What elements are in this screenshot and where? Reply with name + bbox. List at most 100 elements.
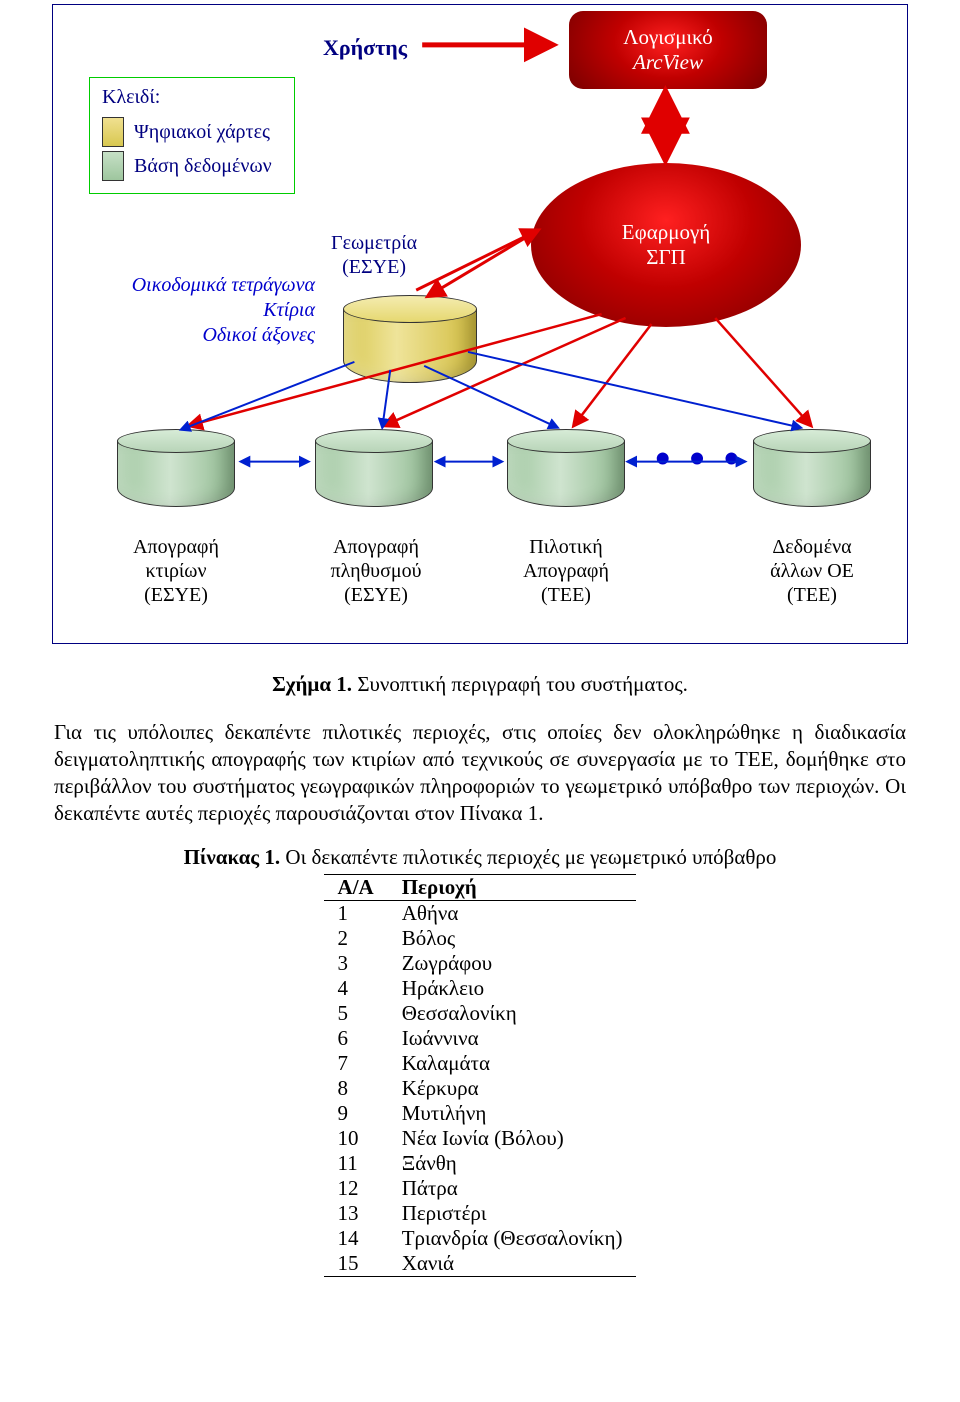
database-cylinder	[507, 429, 625, 495]
geometry-cylinder	[343, 295, 477, 369]
table-row: 2Βόλος	[324, 926, 637, 951]
table-cell: 1	[324, 900, 388, 926]
database-label-line: (ΤΕΕ)	[507, 583, 625, 607]
geometry-label-line2: (ΕΣΥΕ)	[331, 255, 417, 279]
geometry-label-line1: Γεωμετρία	[331, 231, 417, 255]
table-row: 4Ηράκλειο	[324, 976, 637, 1001]
database-label: Δεδομέναάλλων ΟΕ(ΤΕΕ)	[747, 535, 877, 607]
table-row: 6Ιωάννινα	[324, 1026, 637, 1051]
figure-caption-bold: Σχήμα 1.	[272, 672, 352, 696]
geometry-label: Γεωμετρία (ΕΣΥΕ)	[331, 231, 417, 279]
legend-swatch	[102, 117, 124, 147]
table-row: 5Θεσσαλονίκη	[324, 1001, 637, 1026]
legend-label: Βάση δεδομένων	[134, 155, 272, 178]
table-cell: Πάτρα	[388, 1176, 637, 1201]
ellipsis-dots: • • •	[655, 433, 743, 484]
table-row: 12Πάτρα	[324, 1176, 637, 1201]
table-cell: 4	[324, 976, 388, 1001]
database-label-line: (ΕΣΥΕ)	[117, 583, 235, 607]
database-label: Απογραφήπληθυσμού(ΕΣΥΕ)	[311, 535, 441, 607]
table-cell: Ζωγράφου	[388, 951, 637, 976]
legend-row: Ψηφιακοί χάρτες	[102, 117, 272, 147]
table-row: 10Νέα Ιωνία (Βόλου)	[324, 1126, 637, 1151]
table-cell: Νέα Ιωνία (Βόλου)	[388, 1126, 637, 1151]
regions-table: Α/ΑΠεριοχή 1Αθήνα2Βόλος3Ζωγράφου4Ηράκλει…	[324, 874, 637, 1277]
database-label: ΠιλοτικήΑπογραφή(ΤΕΕ)	[507, 535, 625, 607]
table-cell: 3	[324, 951, 388, 976]
database-cylinder	[315, 429, 433, 495]
database-label: Απογραφήκτιρίων(ΕΣΥΕ)	[117, 535, 235, 607]
table-row: 3Ζωγράφου	[324, 951, 637, 976]
table-cell: Ιωάννινα	[388, 1026, 637, 1051]
table-cell: Τριανδρία (Θεσσαλονίκη)	[388, 1226, 637, 1251]
body-paragraph: Για τις υπόλοιπες δεκαπέντε πιλοτικές πε…	[54, 719, 906, 827]
table-cell: Θεσσαλονίκη	[388, 1001, 637, 1026]
arcview-line2: ArcView	[633, 50, 703, 75]
table-cell: Ηράκλειο	[388, 976, 637, 1001]
database-label-line: Δεδομένα	[747, 535, 877, 559]
table-cell: Μυτιλήνη	[388, 1101, 637, 1126]
sgp-line2: ΣΓΠ	[646, 245, 686, 270]
table-cell: 12	[324, 1176, 388, 1201]
table-cell: 11	[324, 1151, 388, 1176]
table-title-bold: Πίνακας 1.	[184, 845, 281, 869]
arcview-line1: Λογισμικό	[623, 25, 713, 50]
table-cell: 7	[324, 1051, 388, 1076]
table-cell: 15	[324, 1251, 388, 1277]
table-row: 11Ξάνθη	[324, 1151, 637, 1176]
table-row: 14Τριανδρία (Θεσσαλονίκη)	[324, 1226, 637, 1251]
table-cell: Περιστέρι	[388, 1201, 637, 1226]
table-title: Πίνακας 1. Οι δεκαπέντε πιλοτικές περιοχ…	[52, 845, 908, 870]
user-label: Χρήστης	[323, 35, 407, 61]
legend-box: Κλειδί: Ψηφιακοί χάρτες Βάση δεδομένων	[89, 77, 295, 194]
table-cell: Ξάνθη	[388, 1151, 637, 1176]
table-cell: 10	[324, 1126, 388, 1151]
map-layer-item: Οικοδομικά τετράγωνα	[83, 273, 315, 298]
table-cell: 6	[324, 1026, 388, 1051]
arcview-box: Λογισμικό ArcView	[569, 11, 767, 89]
database-label-line: (ΕΣΥΕ)	[311, 583, 441, 607]
legend-row: Βάση δεδομένων	[102, 151, 272, 181]
database-label-line: Απογραφή	[117, 535, 235, 559]
table-row: 7Καλαμάτα	[324, 1051, 637, 1076]
table-cell: 8	[324, 1076, 388, 1101]
figure-caption-rest: Συνοπτική περιγραφή του συστήματος.	[352, 672, 688, 696]
database-label-line: Απογραφή	[311, 535, 441, 559]
map-layers-list: Οικοδομικά τετράγωναΚτίριαΟδικοί άξονες	[83, 273, 315, 348]
database-label-line: Απογραφή	[507, 559, 625, 583]
table-row: 15Χανιά	[324, 1251, 637, 1277]
table-row: 13Περιστέρι	[324, 1201, 637, 1226]
table-header: Α/Α	[324, 874, 388, 900]
table-cell: 2	[324, 926, 388, 951]
diagram-frame: Χρήστης Κλειδί: Ψηφιακοί χάρτες Βάση δεδο…	[52, 4, 908, 644]
database-label-line: (ΤΕΕ)	[747, 583, 877, 607]
figure-caption: Σχήμα 1. Συνοπτική περιγραφή του συστήμα…	[52, 672, 908, 697]
table-row: 1Αθήνα	[324, 900, 637, 926]
sgp-line1: Εφαρμογή	[622, 220, 710, 245]
table-row: 9Μυτιλήνη	[324, 1101, 637, 1126]
database-label-line: πληθυσμού	[311, 559, 441, 583]
table-row: 8Κέρκυρα	[324, 1076, 637, 1101]
database-label-line: άλλων ΟΕ	[747, 559, 877, 583]
legend-swatch	[102, 151, 124, 181]
table-cell: 13	[324, 1201, 388, 1226]
table-header: Περιοχή	[388, 874, 637, 900]
legend-title: Κλειδί:	[102, 86, 272, 109]
database-cylinder	[753, 429, 871, 495]
sgp-ellipse: Εφαρμογή ΣΓΠ	[531, 163, 801, 327]
table-cell: 5	[324, 1001, 388, 1026]
map-layer-item: Κτίρια	[83, 298, 315, 323]
table-cell: 14	[324, 1226, 388, 1251]
table-cell: Κέρκυρα	[388, 1076, 637, 1101]
table-cell: Αθήνα	[388, 900, 637, 926]
table-cell: Καλαμάτα	[388, 1051, 637, 1076]
table-title-rest: Οι δεκαπέντε πιλοτικές περιοχές με γεωμε…	[280, 845, 776, 869]
database-cylinder	[117, 429, 235, 495]
database-label-line: κτιρίων	[117, 559, 235, 583]
table-cell: Βόλος	[388, 926, 637, 951]
legend-label: Ψηφιακοί χάρτες	[134, 121, 270, 144]
database-label-line: Πιλοτική	[507, 535, 625, 559]
map-layer-item: Οδικοί άξονες	[83, 323, 315, 348]
table-cell: Χανιά	[388, 1251, 637, 1277]
table-cell: 9	[324, 1101, 388, 1126]
